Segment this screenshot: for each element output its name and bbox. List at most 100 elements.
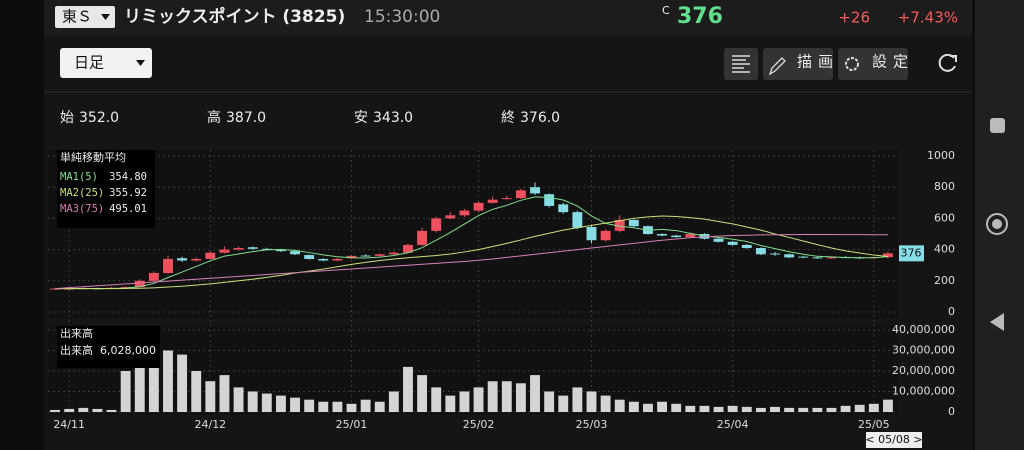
x-tick-label: 24/11 [53, 418, 85, 431]
y-tick-label: 30,000,000 [892, 344, 955, 357]
nav-home[interactable] [986, 213, 1008, 235]
volume-bar [657, 401, 668, 412]
candle-body [685, 234, 696, 238]
ohlc-value: 376.0 [520, 110, 560, 126]
candle-body [515, 190, 526, 199]
legend-name: MA2(25) [60, 187, 104, 199]
y-tick-label: 800 [934, 180, 955, 193]
last-price-tag [899, 245, 924, 262]
candle-body [544, 194, 555, 206]
candle-body [403, 244, 413, 253]
candle-body [360, 255, 371, 257]
ohlc-row: 始 352.0 高 387.0 安 343.0 終 376.0 [60, 109, 560, 126]
candle-body [177, 258, 188, 261]
volume-bar [177, 354, 188, 412]
candle-body [501, 198, 512, 200]
period-select[interactable] [60, 48, 152, 78]
candle-body [290, 251, 300, 255]
candle-body [205, 252, 216, 259]
legend-value: 354.80 [109, 171, 147, 183]
candle-body [388, 252, 399, 255]
ohlc-value: 343.0 [373, 110, 413, 126]
candle-body [586, 226, 597, 241]
ohlc-label: 終 [501, 110, 515, 126]
header-bar [44, 0, 972, 36]
cursor-box [866, 432, 922, 448]
volume-bar [64, 408, 75, 412]
candle-body [191, 258, 202, 261]
volume-bar [784, 407, 795, 412]
candle-body [600, 230, 611, 241]
volume-bar [883, 399, 893, 412]
volume-bar [530, 375, 540, 412]
ohlc-label: 高 [207, 109, 221, 126]
volume-bar [586, 391, 597, 412]
legend-value: 6,028,000 [100, 344, 156, 357]
y-tick-label: 10,000,000 [892, 385, 955, 398]
grid: 0 200 400 600 800 1000 0 10,000,000 20,000,000 30… [48, 149, 955, 431]
legend-value: 495.01 [109, 203, 147, 215]
ma-line [55, 215, 888, 290]
volume-bar [332, 401, 343, 412]
nav-back[interactable] [990, 313, 1004, 331]
candle-body [727, 241, 738, 245]
ohlc-value: 387.0 [226, 110, 266, 126]
legend-box [57, 326, 160, 368]
x-tick-label: 25/03 [576, 418, 608, 431]
volume-bar [812, 407, 823, 412]
volume-bar [713, 406, 724, 412]
candle-body [755, 248, 766, 255]
ohlc-label: 始 [60, 110, 74, 126]
time: 15:30:00 [364, 7, 440, 27]
volume-bar [868, 403, 879, 412]
candle-body [459, 210, 470, 216]
refresh-arrow [950, 55, 957, 62]
volume-bar [755, 407, 766, 412]
pencil-icon [768, 57, 786, 76]
x-tick-label: 25/05 [858, 418, 890, 431]
volume-bar [346, 403, 357, 412]
settings-button[interactable] [838, 48, 908, 80]
volume-bar [515, 383, 526, 412]
ma-line [55, 196, 888, 290]
y-tick-label: 0 [948, 405, 955, 418]
candle-body [530, 187, 540, 194]
candle-body [346, 255, 357, 259]
legend: 単純移動平均 MA1(5) 354.80 MA2(25) 355.92 MA3(75) 49… [57, 150, 160, 368]
volume-bar [92, 408, 103, 412]
candle-body [148, 273, 159, 281]
volume-bar [134, 366, 145, 412]
settings-label: 設定 [872, 53, 914, 71]
stock-name: リミックスポイント (3825) [124, 6, 345, 27]
candle-body [247, 247, 258, 249]
candle-body [332, 258, 343, 261]
volume-bar [106, 409, 117, 412]
y-tick-label: 400 [934, 243, 955, 256]
candle-body [473, 202, 484, 211]
ohlc-value: 352.0 [79, 110, 119, 126]
candle-body [671, 235, 682, 238]
candle-body [812, 257, 823, 259]
candle-body [318, 258, 329, 261]
refresh-icon[interactable] [938, 53, 956, 72]
x-tick-label: 25/02 [463, 418, 495, 431]
volume-bar [431, 387, 442, 412]
volume-bar [275, 395, 286, 412]
legend-value: 355.92 [109, 187, 147, 199]
volume-bar [685, 405, 696, 412]
volume-bar [558, 395, 569, 412]
volume-plot [48, 325, 898, 415]
price: 376 [677, 4, 723, 29]
y-tick-label: 20,000,000 [892, 364, 955, 377]
candle-body [826, 257, 837, 259]
nav-recent[interactable] [990, 118, 1005, 133]
market-select[interactable] [55, 6, 115, 28]
volume-bar [614, 399, 625, 412]
change: +26 [838, 9, 870, 27]
draw-button[interactable] [763, 48, 833, 80]
candle-body [304, 255, 315, 259]
y-tick-label: 0 [948, 305, 955, 318]
volume-bar [50, 409, 60, 412]
y-tick-label: 1000 [927, 149, 955, 162]
